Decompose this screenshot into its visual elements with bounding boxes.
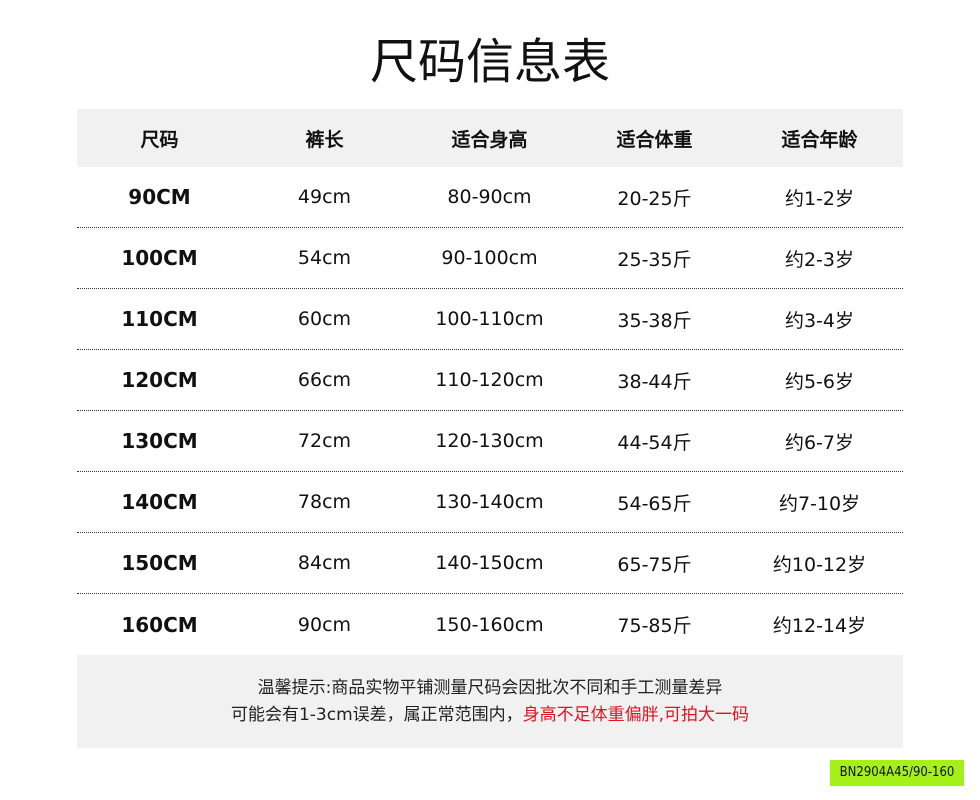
table-row: 140CM 78cm 130-140cm 54-65斤 约7-10岁 <box>77 472 903 533</box>
table-cell: 150CM <box>121 551 198 575</box>
table-cell: 66cm <box>297 369 352 391</box>
table-cell: 160CM <box>121 612 198 637</box>
table-cell: 90CM <box>128 185 191 209</box>
table-cell: 20-25斤 <box>617 187 692 210</box>
table-row: 120CM 66cm 110-120cm 38-44斤 约5-6岁 <box>77 350 903 411</box>
table-cell: 约7-10岁 <box>778 492 861 515</box>
table-row: 130CM 72cm 120-130cm 44-54斤 约6-7岁 <box>77 411 903 472</box>
table-cell: 150-160cm <box>435 613 544 636</box>
table-header: 尺码 裤长 适合身高 适合体重 适合年龄 <box>77 109 903 167</box>
table-cell: 110CM <box>121 307 198 331</box>
table-cell: 120-130cm <box>435 430 544 452</box>
tip-highlight: 身高不足体重偏胖,可拍大一码 <box>522 705 750 725</box>
table-cell: 100CM <box>121 246 198 270</box>
table-cell: 100-110cm <box>435 308 544 330</box>
table-cell: 约2-3岁 <box>784 248 855 271</box>
table-cell: 140-150cm <box>435 552 544 574</box>
table-row: 160CM 90cm 150-160cm 75-85斤 约12-14岁 <box>77 594 903 655</box>
tip-text: 可能会有1-3cm误差，属正常范围内， <box>230 705 523 725</box>
table-cell: 120CM <box>121 368 198 392</box>
tip-note: 温馨提示:商品实物平铺测量尺码会因批次不同和手工测量差异 可能会有1-3cm误差… <box>77 655 903 748</box>
column-header: 适合年龄 <box>781 128 858 151</box>
table-cell: 90-100cm <box>441 247 538 269</box>
table-cell: 约6-7岁 <box>784 431 855 454</box>
table-cell: 54-65斤 <box>617 492 692 515</box>
table-cell: 54cm <box>297 247 352 269</box>
column-header: 适合体重 <box>616 128 693 151</box>
table-cell: 65-75斤 <box>617 553 692 576</box>
tip-line-1: 温馨提示:商品实物平铺测量尺码会因批次不同和手工测量差异 <box>257 678 723 698</box>
size-table: 尺码 裤长 适合身高 适合体重 适合年龄 90CM 49cm 80-90cm 20-2… <box>77 109 903 655</box>
product-code-label: BN2904A45/90-160 <box>830 760 964 786</box>
table-cell: 130-140cm <box>435 491 544 513</box>
table-cell: 约12-14岁 <box>772 615 867 637</box>
table-cell: 72cm <box>297 430 352 452</box>
table-cell: 25-35斤 <box>617 248 692 271</box>
table-cell: 35-38斤 <box>617 309 692 332</box>
table-cell: 75-85斤 <box>617 615 692 637</box>
table-cell: 78cm <box>297 491 352 513</box>
table-row: 90CM 49cm 80-90cm 20-25斤 约1-2岁 <box>77 167 903 228</box>
table-cell: 约10-12岁 <box>772 553 867 576</box>
page-title: 尺码信息表 <box>369 34 610 90</box>
column-header: 适合身高 <box>451 128 528 151</box>
table-cell: 约5-6岁 <box>784 370 855 393</box>
table-cell: 49cm <box>297 186 352 208</box>
tip-line-2: 可能会有1-3cm误差，属正常范围内，身高不足体重偏胖,可拍大一码 <box>77 702 903 729</box>
table-cell: 38-44斤 <box>617 370 692 393</box>
column-header: 裤长 <box>305 128 344 151</box>
table-cell: 84cm <box>297 552 352 574</box>
table-cell: 约1-2岁 <box>784 187 855 210</box>
table-cell: 约3-4岁 <box>784 309 855 332</box>
table-cell: 60cm <box>297 308 352 330</box>
table-row: 100CM 54cm 90-100cm 25-35斤 约2-3岁 <box>77 228 903 289</box>
table-cell: 80-90cm <box>447 186 532 208</box>
table-cell: 90cm <box>297 613 352 636</box>
table-cell: 110-120cm <box>435 369 544 391</box>
table-row: 110CM 60cm 100-110cm 35-38斤 约3-4岁 <box>77 289 903 350</box>
table-cell: 140CM <box>121 490 198 514</box>
table-cell: 130CM <box>121 429 198 453</box>
column-header: 尺码 <box>140 128 179 151</box>
table-row: 150CM 84cm 140-150cm 65-75斤 约10-12岁 <box>77 533 903 594</box>
table-cell: 44-54斤 <box>617 431 692 454</box>
